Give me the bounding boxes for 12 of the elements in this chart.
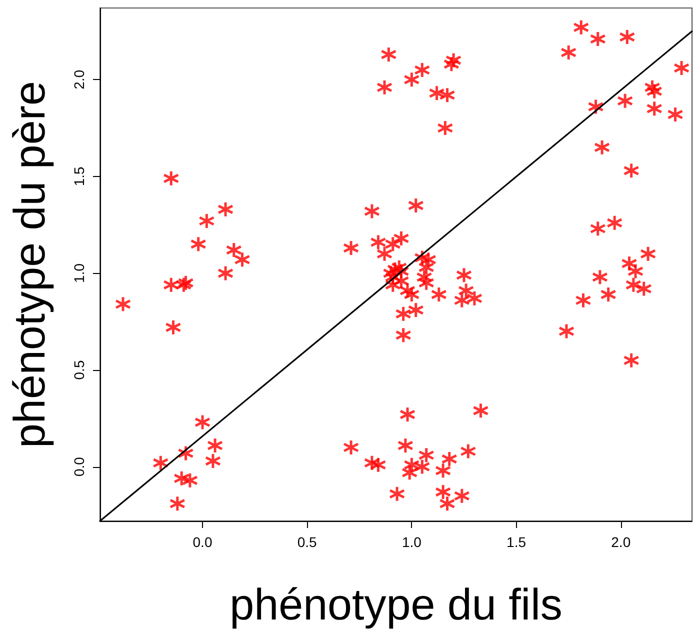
y-tick-label: 0.0 [71,456,87,477]
y-axis-title: phénotype du père [6,81,54,448]
x-tick-label: 0.5 [297,534,318,550]
x-tick-label: 0.0 [192,534,212,550]
x-tick-label: 1.5 [506,534,526,550]
x-axis-title: phénotype du fils [230,580,562,630]
y-tick-label: 0.5 [71,360,87,380]
x-tick-label: 1.0 [402,534,422,550]
y-tick-label: 1.0 [71,263,87,283]
y-tick-label: 1.5 [71,166,87,186]
y-tick-label: 2.0 [71,70,87,90]
x-tick-label: 2.0 [611,534,631,550]
